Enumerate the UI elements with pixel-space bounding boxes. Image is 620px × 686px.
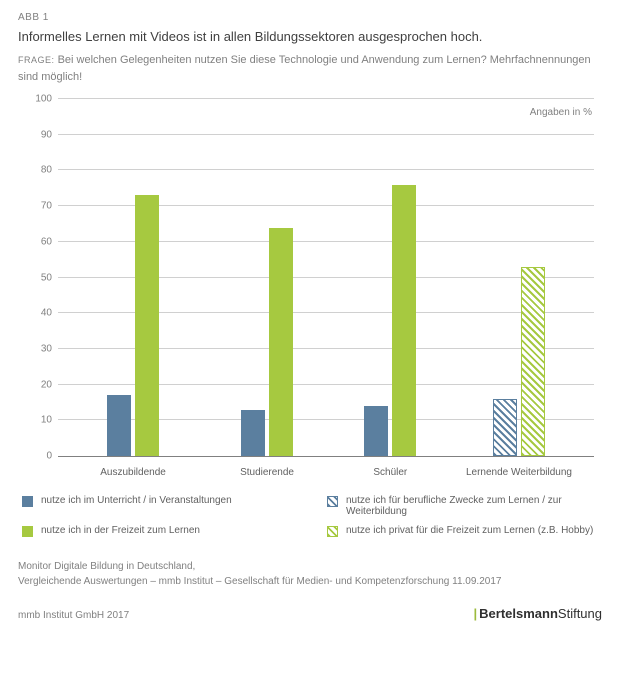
- bar-group: [493, 99, 545, 456]
- bar-group: [364, 99, 416, 456]
- legend-swatch: [22, 526, 33, 537]
- bar: [521, 267, 545, 456]
- y-tick-label: 70: [24, 201, 52, 212]
- copyright: mmb Institut GmbH 2017: [18, 610, 129, 621]
- legend-swatch: [327, 496, 338, 507]
- bar: [364, 406, 388, 456]
- x-tick-label: Studierende: [240, 467, 294, 478]
- bar: [269, 228, 293, 456]
- source-text: Monitor Digitale Bildung in Deutschland,…: [18, 559, 602, 589]
- x-tick-label: Schüler: [373, 467, 407, 478]
- source-line-2: Vergleichende Auswertungen – mmb Institu…: [18, 574, 602, 589]
- y-tick-label: 10: [24, 415, 52, 426]
- legend-item: nutze ich in der Freizeit zum Lernen: [22, 525, 297, 537]
- brand-separator: |: [474, 606, 478, 621]
- source-line-1: Monitor Digitale Bildung in Deutschland,: [18, 559, 602, 574]
- brand-logo: |BertelsmannStiftung: [474, 606, 602, 621]
- legend-label: nutze ich im Unterricht / in Veranstaltu…: [41, 495, 232, 506]
- y-tick-label: 20: [24, 379, 52, 390]
- bar-group: [241, 99, 293, 456]
- legend-label: nutze ich privat für die Freizeit zum Le…: [346, 525, 593, 536]
- figure-label: ABB 1: [18, 12, 602, 23]
- y-tick-label: 30: [24, 343, 52, 354]
- question-block: FRAGE: Bei welchen Gelegenheiten nutzen …: [18, 52, 602, 85]
- brand-light: Stiftung: [558, 606, 602, 621]
- y-tick-label: 50: [24, 272, 52, 283]
- plot-area: 0102030405060708090100: [58, 99, 594, 457]
- legend-item: nutze ich privat für die Freizeit zum Le…: [327, 525, 602, 537]
- bar: [135, 195, 159, 456]
- x-tick-label: Lernende Weiterbildung: [466, 467, 572, 478]
- bar: [241, 410, 265, 456]
- legend-swatch: [22, 496, 33, 507]
- y-tick-label: 100: [24, 94, 52, 105]
- legend-item: nutze ich für berufliche Zwecke zum Lern…: [327, 495, 602, 517]
- legend: nutze ich im Unterricht / in Veranstaltu…: [18, 495, 602, 537]
- chart: Angaben in % 0102030405060708090100 Ausz…: [18, 99, 602, 479]
- question-text: Bei welchen Gelegenheiten nutzen Sie die…: [18, 54, 591, 83]
- bar-group: [107, 99, 159, 456]
- legend-label: nutze ich in der Freizeit zum Lernen: [41, 525, 200, 536]
- y-tick-label: 80: [24, 165, 52, 176]
- brand-bold: Bertelsmann: [479, 606, 558, 621]
- x-axis-labels: Auszubildende Studierende Schüler Lernende …: [58, 459, 594, 479]
- legend-item: nutze ich im Unterricht / in Veranstaltu…: [22, 495, 297, 517]
- bar: [493, 399, 517, 456]
- y-tick-label: 60: [24, 236, 52, 247]
- bar: [107, 395, 131, 456]
- legend-label: nutze ich für berufliche Zwecke zum Lern…: [346, 495, 602, 517]
- legend-swatch: [327, 526, 338, 537]
- y-tick-label: 90: [24, 129, 52, 140]
- y-tick-label: 0: [24, 451, 52, 462]
- chart-title: Informelles Lernen mit Videos ist in all…: [18, 29, 602, 44]
- x-tick-label: Auszubildende: [100, 467, 166, 478]
- bar: [392, 185, 416, 456]
- footer: mmb Institut GmbH 2017 |BertelsmannStift…: [18, 605, 602, 621]
- question-label: FRAGE:: [18, 55, 55, 65]
- y-tick-label: 40: [24, 308, 52, 319]
